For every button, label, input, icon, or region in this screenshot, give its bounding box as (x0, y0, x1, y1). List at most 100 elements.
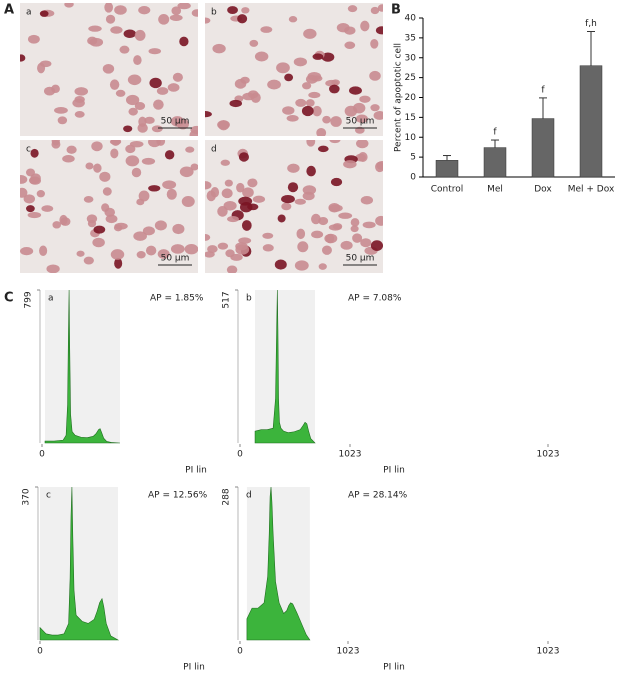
nucleus (347, 5, 358, 13)
nucleus (144, 116, 155, 124)
nucleus (26, 168, 36, 177)
nucleus (229, 99, 243, 108)
nucleus (311, 75, 323, 82)
nucleus (166, 188, 177, 200)
nucleus (88, 25, 102, 32)
nucleus (20, 175, 28, 184)
nucleus (254, 51, 269, 62)
x-tick-label: Control (431, 185, 464, 195)
scale-bar-label: 50 μm (161, 117, 190, 127)
nucleus (136, 251, 146, 259)
nucleus (360, 196, 374, 205)
nucleus (227, 216, 239, 223)
nucleus (360, 238, 372, 248)
nucleus (281, 202, 292, 211)
nucleus (60, 217, 71, 226)
nucleus (375, 26, 383, 35)
gate (45, 290, 120, 443)
nucleus (74, 87, 89, 96)
nucleus (343, 160, 357, 169)
nucleus (153, 99, 164, 110)
nucleus (57, 116, 68, 125)
micrograph-label: c (26, 145, 31, 155)
nucleus (172, 223, 185, 235)
y-tick-label: 10 (405, 133, 417, 143)
nucleus (376, 161, 383, 170)
y-axis-label: Percent of apoptotic cell (394, 43, 404, 152)
nucleus (318, 263, 327, 270)
panel-label: A (4, 3, 14, 18)
nucleus (282, 106, 295, 115)
nucleus (99, 171, 111, 182)
nucleus (156, 140, 166, 146)
bar (435, 160, 459, 178)
nucleus (370, 240, 383, 251)
nucleus (306, 165, 316, 177)
nucleus (110, 26, 123, 34)
nucleus (350, 218, 360, 227)
nucleus (83, 196, 94, 203)
nucleus (336, 22, 350, 33)
subplot-label: d (246, 491, 252, 501)
histogram-area (39, 486, 120, 641)
y-tick-label: 288 (222, 488, 232, 505)
nucleus (212, 43, 226, 54)
nucleus (148, 185, 161, 192)
nucleus (109, 140, 122, 145)
y-tick-label: 25 (405, 73, 416, 83)
x-axis-label: PI lin (183, 663, 205, 673)
nucleus (328, 204, 343, 212)
nucleus (350, 225, 359, 233)
x-tick-label: 0 (37, 647, 43, 657)
nucleus (332, 223, 343, 230)
nucleus (223, 201, 237, 211)
micrograph-label: a (26, 8, 32, 18)
nucleus (154, 220, 167, 231)
nucleus (355, 114, 368, 123)
nucleus (164, 150, 175, 160)
nucleus (370, 104, 380, 112)
scale-bar-label: 50 μm (346, 117, 375, 127)
nucleus (303, 28, 317, 39)
nucleus (189, 130, 198, 136)
nucleus (52, 221, 61, 229)
nucleus (221, 188, 233, 199)
nucleus (321, 245, 332, 255)
bar (531, 118, 555, 178)
nucleus (170, 244, 185, 254)
y-tick-label: 20 (405, 93, 417, 103)
subplot-label: a (48, 294, 54, 304)
nucleus (277, 214, 286, 223)
micrograph-label: d (211, 145, 217, 155)
nucleus (217, 242, 229, 250)
nucleus (54, 107, 68, 114)
y-tick-label: 517 (222, 291, 232, 308)
nucleus (20, 187, 28, 198)
nucleus (114, 222, 128, 230)
nucleus (93, 225, 106, 234)
nucleus (114, 5, 127, 15)
nucleus (114, 257, 123, 269)
nucleus (287, 163, 300, 173)
nucleus (110, 148, 119, 159)
bar (483, 147, 507, 178)
scale-bar-label: 50 μm (161, 254, 190, 264)
nucleus (322, 115, 331, 124)
nucleus (294, 198, 306, 205)
nucleus (76, 250, 85, 257)
nucleus (93, 163, 102, 173)
subplot-label: c (46, 491, 51, 501)
nucleus (23, 194, 36, 204)
nucleus (370, 38, 379, 49)
nucleus (26, 205, 35, 213)
nucleus (39, 245, 48, 257)
nucleus (262, 244, 274, 252)
scale-bar-label: 50 μm (346, 254, 375, 264)
nucleus (311, 230, 324, 239)
nucleus (128, 107, 138, 116)
nucleus (284, 73, 294, 82)
nucleus (148, 48, 162, 55)
nucleus (179, 166, 194, 178)
x-tick-label: 0 (39, 450, 45, 460)
nucleus (288, 16, 298, 23)
